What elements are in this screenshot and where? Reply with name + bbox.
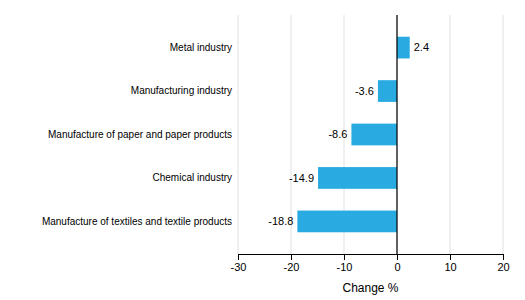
x-axis-title: Change %	[342, 281, 398, 295]
x-tick: 10	[444, 254, 456, 273]
y-tick-label: Manufacture of paper and paper products	[48, 129, 232, 140]
y-tick: Manufacture of paper and paper products	[48, 129, 232, 140]
y-axis: Manufacture of textiles and textile prod…	[42, 42, 232, 227]
bar	[318, 167, 397, 189]
data-label: -14.9	[289, 172, 314, 184]
x-axis: -30 -20 -10 0 10 20	[231, 254, 510, 273]
x-tick-label: -30	[231, 261, 247, 273]
y-tick: Metal industry	[170, 42, 232, 53]
plot: -30 -20 -10 0 10 20 Change % Manufacture of tex…	[42, 15, 510, 295]
zero-line	[396, 15, 397, 254]
data-labels: -18.8 -14.9 -8.6 -3.6 2.4	[268, 41, 429, 227]
x-tick-mark	[503, 254, 504, 260]
data-label: -3.6	[355, 85, 374, 97]
y-tick-label: Manufacture of textiles and textile prod…	[42, 216, 232, 227]
grid-line	[238, 15, 239, 254]
x-tick: 0	[394, 254, 400, 273]
bar	[397, 37, 410, 59]
x-tick-label: 20	[497, 261, 509, 273]
x-tick-label: -20	[284, 261, 300, 273]
x-tick-mark	[344, 254, 345, 260]
grid-line	[450, 15, 451, 254]
bar	[297, 211, 397, 233]
data-label: -18.8	[268, 215, 293, 227]
x-axis-line	[239, 255, 504, 261]
x-tick-mark	[450, 254, 451, 260]
x-tick-label: 10	[444, 261, 456, 273]
x-tick-mark	[238, 254, 239, 260]
x-tick: 20	[497, 254, 509, 273]
y-tick: Chemical industry	[153, 172, 232, 183]
bar	[351, 124, 397, 146]
x-tick: -20	[284, 254, 300, 273]
chart: -30 -20 -10 0 10 20 Change % Manufacture of tex…	[0, 0, 525, 300]
y-tick-label: Manufacturing industry	[131, 85, 232, 96]
data-label: -8.6	[328, 128, 347, 140]
y-tick: Manufacturing industry	[131, 85, 232, 96]
x-tick-mark	[291, 254, 292, 260]
data-label: 2.4	[414, 41, 429, 53]
x-tick-label: 0	[394, 261, 400, 273]
bar	[378, 80, 397, 102]
x-tick-label: -10	[337, 261, 353, 273]
grid-line	[397, 15, 398, 254]
y-tick: Manufacture of textiles and textile prod…	[42, 216, 232, 227]
grid	[238, 15, 503, 254]
x-tick-mark	[397, 254, 398, 260]
x-tick: -10	[337, 254, 353, 273]
x-tick: -30	[231, 254, 247, 273]
y-tick-label: Chemical industry	[153, 172, 232, 183]
grid-line	[503, 15, 504, 254]
y-tick-label: Metal industry	[170, 42, 232, 53]
bars	[297, 37, 409, 233]
